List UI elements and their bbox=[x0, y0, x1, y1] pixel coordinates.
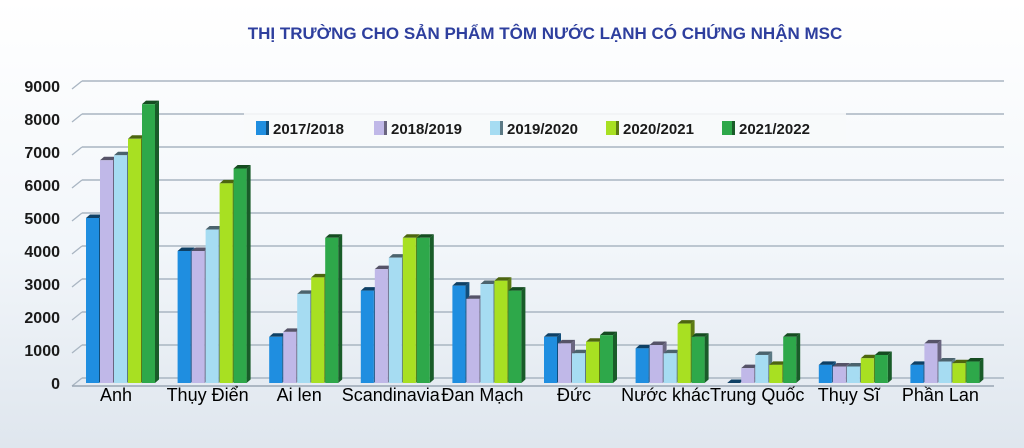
gridline-depth bbox=[71, 212, 83, 222]
legend: 2017/2018 2018/2019 2019/2020 2020/2021 2021… bbox=[244, 113, 846, 143]
y-tick-label: 2000 bbox=[24, 310, 60, 327]
legend-label: 2020/2021 bbox=[623, 121, 694, 138]
x-tick-label: Thụy Điển bbox=[167, 385, 249, 405]
legend-swatch bbox=[374, 121, 384, 135]
bars bbox=[86, 100, 984, 384]
gridline-depth bbox=[71, 278, 83, 288]
legend-item: 2018/2019 bbox=[374, 121, 462, 138]
y-tick-label: 8000 bbox=[24, 112, 60, 129]
bar bbox=[783, 333, 801, 383]
x-tick-label: Phần Lan bbox=[902, 385, 979, 405]
legend-swatch bbox=[490, 121, 500, 135]
bar bbox=[727, 379, 745, 383]
x-tick-label: Scandinavia bbox=[342, 385, 441, 405]
y-axis: 0 1000 2000 3000 4000 5000 6000 7000 8000 9000 bbox=[24, 79, 60, 393]
gridline-depth bbox=[71, 311, 83, 321]
bar bbox=[600, 331, 617, 383]
gridline-depth bbox=[71, 377, 83, 387]
x-axis: Anh Thụy Điển Ai len Scandinavia Đan Mạch Đức… bbox=[100, 385, 979, 405]
bar bbox=[508, 287, 526, 383]
gridline-depth bbox=[71, 113, 83, 123]
legend-label: 2019/2020 bbox=[507, 121, 578, 138]
legend-item: 2019/2020 bbox=[490, 121, 578, 138]
bar bbox=[142, 100, 159, 384]
gridline-depth bbox=[71, 146, 83, 156]
bar bbox=[325, 234, 343, 383]
bar bbox=[691, 333, 709, 383]
y-tick-label: 1000 bbox=[24, 343, 60, 360]
gridline-depth bbox=[71, 179, 83, 189]
y-tick-label: 3000 bbox=[24, 277, 60, 294]
gridline-depth bbox=[71, 245, 83, 255]
legend-label: 2018/2019 bbox=[391, 121, 462, 138]
gridline-depth bbox=[71, 80, 83, 90]
y-tick-label: 0 bbox=[51, 376, 60, 393]
x-tick-label: Trung Quốc bbox=[710, 385, 804, 405]
legend-label: 2021/2022 bbox=[739, 121, 810, 138]
legend-swatch bbox=[722, 121, 732, 135]
legend-item: 2017/2018 bbox=[256, 121, 344, 138]
bar bbox=[416, 234, 434, 383]
x-tick-label: Nước khác bbox=[621, 385, 710, 405]
y-tick-label: 4000 bbox=[24, 244, 60, 261]
bar bbox=[966, 358, 984, 383]
chart-title: THỊ TRƯỜNG CHO SẢN PHẨM TÔM NƯỚC LẠNH CÓ… bbox=[248, 24, 843, 43]
bar bbox=[233, 165, 251, 383]
legend-box bbox=[244, 113, 846, 143]
y-tick-label: 6000 bbox=[24, 178, 60, 195]
legend-swatch bbox=[606, 121, 616, 135]
legend-item: 2021/2022 bbox=[722, 121, 810, 138]
bar bbox=[874, 351, 892, 383]
x-tick-label: Ai len bbox=[277, 385, 322, 405]
x-tick-label: Đan Mạch bbox=[441, 385, 523, 405]
x-tick-label: Thụy Sĩ bbox=[818, 385, 881, 405]
gridline-depth bbox=[71, 344, 83, 354]
legend-item: 2020/2021 bbox=[606, 121, 694, 138]
x-tick-label: Đức bbox=[557, 385, 591, 405]
x-tick-label: Anh bbox=[100, 385, 132, 405]
y-tick-label: 9000 bbox=[24, 79, 60, 96]
legend-label: 2017/2018 bbox=[273, 121, 344, 138]
y-tick-label: 5000 bbox=[24, 211, 60, 228]
y-tick-label: 7000 bbox=[24, 145, 60, 162]
legend-swatch bbox=[256, 121, 266, 135]
